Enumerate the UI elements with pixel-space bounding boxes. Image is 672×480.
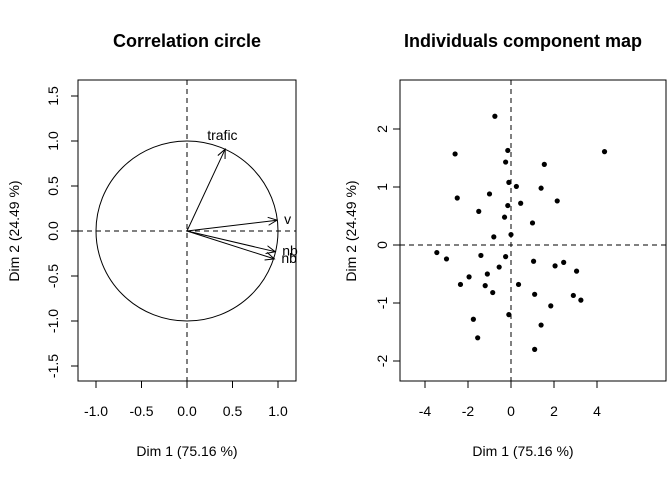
left-y-tick-label: -1.5 [45, 354, 61, 378]
right-y-tick-label: -2 [374, 355, 390, 368]
variable-label-1: v [284, 211, 291, 227]
variable-label-3: nb [281, 250, 297, 266]
individual-point [501, 214, 508, 220]
individual-point [532, 291, 538, 297]
left-y-tick-label: 0.5 [45, 176, 61, 196]
individual-point [541, 161, 547, 167]
individual-point [505, 202, 511, 209]
individual-point [452, 151, 458, 157]
right-x-tick-label: -2 [462, 403, 475, 419]
individual-point [503, 159, 509, 165]
individual-point [492, 113, 498, 119]
individual-point [470, 316, 476, 322]
individual-point [443, 256, 450, 262]
variable-arrow-0 [186, 149, 225, 232]
left-x-tick-label: 1.0 [268, 403, 288, 419]
right-y-tick-label: -1 [374, 297, 390, 310]
variable-arrow-1 [186, 220, 277, 232]
individual-point [482, 283, 488, 289]
individual-point [538, 185, 544, 191]
right-plot-content [400, 80, 666, 381]
left-y-tick-label: -0.5 [45, 264, 61, 288]
right-x-label: Dim 1 (75.16 %) [472, 443, 573, 459]
variable-label-0: trafic [207, 127, 237, 143]
individual-point [457, 281, 464, 288]
right-x-tick-label: 2 [550, 403, 558, 419]
individual-point [490, 289, 496, 296]
right-y-tick-label: 2 [374, 125, 390, 133]
individual-point [532, 346, 538, 352]
right-x-axis: -4 -2 0 2 4 [419, 381, 601, 419]
individual-point [496, 264, 502, 270]
individual-point [561, 259, 567, 265]
individual-point [434, 249, 440, 256]
individual-point [515, 281, 522, 288]
individual-point [486, 191, 493, 197]
right-y-tick-label: 1 [374, 183, 390, 191]
left-y-tick-label: 1.5 [45, 86, 61, 106]
individual-point [466, 274, 472, 280]
left-x-axis: -1.0 -0.5 0.0 0.5 1.0 [84, 381, 288, 419]
unit-circle [95, 140, 279, 322]
individual-point [573, 268, 580, 274]
individual-point [538, 322, 544, 328]
right-title: Individuals component map [404, 31, 642, 51]
individual-point [552, 263, 558, 269]
left-y-tick-label: 0.0 [45, 221, 61, 241]
variable-label-2: nb [282, 243, 298, 259]
individual-point [530, 258, 537, 264]
individual-point [475, 335, 481, 341]
right-x-tick-label: 4 [593, 403, 601, 419]
individual-point [491, 234, 497, 240]
left-x-tick-label: 0.0 [177, 403, 197, 419]
individual-point [506, 179, 512, 185]
individual-point [601, 149, 608, 155]
individual-point [478, 252, 484, 259]
individual-point [513, 183, 519, 190]
right-y-axis: -2 -1 0 1 2 [374, 125, 400, 367]
right-x-tick-label: 0 [507, 403, 515, 419]
individual-point [454, 195, 460, 201]
variable-arrow-2 [186, 230, 275, 252]
left-y-tick-label: 1.0 [45, 131, 61, 151]
individual-point [503, 254, 509, 260]
left-y-label: Dim 2 (24.49 %) [6, 180, 22, 281]
right-plot-box [399, 79, 667, 382]
right-y-tick-label: 0 [374, 241, 390, 249]
individual-point [506, 312, 512, 318]
individual-point [548, 303, 554, 309]
left-x-tick-label: -1.0 [84, 403, 108, 419]
left-x-label: Dim 1 (75.16 %) [136, 443, 237, 459]
individual-point [570, 292, 576, 299]
right-x-tick-label: -4 [419, 403, 432, 419]
left-title: Correlation circle [113, 31, 261, 51]
individual-point [518, 200, 524, 206]
individual-point [578, 297, 584, 303]
right-y-label: Dim 2 (24.49 %) [343, 180, 359, 281]
individuals-map-panel: Individuals component map -4 -2 0 2 4 -2 -1 0 1… [343, 31, 667, 459]
left-y-tick-label: -1.0 [45, 309, 61, 333]
individual-point [529, 220, 536, 226]
left-x-tick-label: 0.5 [223, 403, 243, 419]
individual-point [484, 271, 490, 277]
left-x-tick-label: -0.5 [129, 403, 153, 419]
individual-point [508, 231, 514, 238]
left-y-axis: -1.5 -1.0 -0.5 0.0 0.5 1.0 1.5 [45, 86, 78, 378]
individual-point [554, 198, 560, 204]
variable-arrow-3 [186, 230, 274, 259]
individual-point [505, 147, 511, 154]
individual-point [476, 208, 482, 214]
